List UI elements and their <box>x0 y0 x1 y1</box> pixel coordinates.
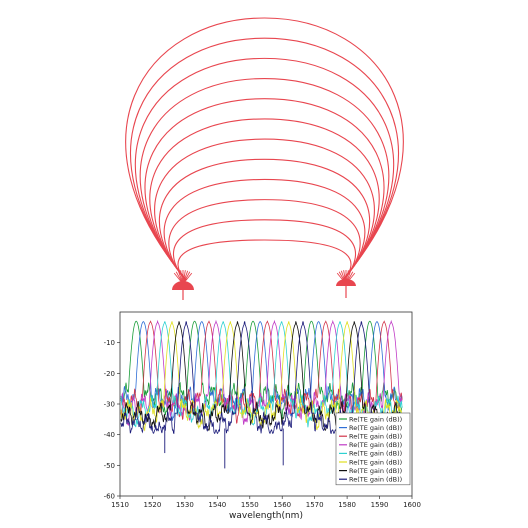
x-tick-label: 1590 <box>371 501 389 509</box>
series-lines <box>120 319 403 469</box>
x-tick-label: 1580 <box>338 501 356 509</box>
x-axis-title: wavelength(nm) <box>229 511 303 521</box>
y-tick-label: -20 <box>104 370 115 378</box>
legend-label: Re(TE gain (dB)) <box>349 476 402 484</box>
ring-arc <box>125 17 404 281</box>
ring-arc <box>177 239 352 281</box>
ring-arc <box>139 77 390 281</box>
ring-arc <box>130 37 399 281</box>
x-tick-label: 1530 <box>176 501 194 509</box>
x-tick-label: 1600 <box>403 501 421 509</box>
series-line-4 <box>120 319 403 427</box>
right-grating-coupler <box>336 270 356 298</box>
legend-label: Re(TE gain (dB)) <box>349 467 402 475</box>
y-tick-label: -10 <box>104 339 115 347</box>
y-tick-label: -60 <box>104 493 115 501</box>
ring-arc <box>168 199 361 281</box>
y-tick-label: -40 <box>104 431 115 439</box>
coupler-pad <box>336 279 356 286</box>
ring-arc <box>158 158 371 281</box>
x-tick-label: 1510 <box>111 501 129 509</box>
x-tick-label: 1540 <box>208 501 226 509</box>
x-tick-label: 1520 <box>144 501 162 509</box>
legend-label: Re(TE gain (dB)) <box>349 424 402 432</box>
left-grating-coupler <box>172 270 194 300</box>
legend-label: Re(TE gain (dB)) <box>349 441 402 449</box>
legend-label: Re(TE gain (dB)) <box>349 450 402 458</box>
ring-arc <box>134 57 395 281</box>
chart-legend: Re(TE gain (dB))Re(TE gain (dB))Re(TE ga… <box>335 412 411 486</box>
coupler-pad <box>172 281 194 290</box>
ring-arcs <box>125 17 404 281</box>
x-tick-label: 1560 <box>273 501 291 509</box>
ring-arc <box>149 118 380 281</box>
legend-label: Re(TE gain (dB)) <box>349 415 402 423</box>
ring-arc <box>144 98 385 281</box>
legend-label: Re(TE gain (dB)) <box>349 458 402 466</box>
chart-axes: 1510 1520 1530 1540 1550 1560 1570 1580 1590 1600… <box>104 311 421 509</box>
x-tick-label: 1570 <box>306 501 324 509</box>
series-line-8 <box>120 321 403 435</box>
legend-label: Re(TE gain (dB)) <box>349 433 402 441</box>
ring-arc <box>154 138 375 281</box>
y-tick-label: -30 <box>104 401 115 409</box>
legend-box <box>335 412 411 486</box>
series-line-7 <box>120 321 403 431</box>
x-tick-label: 1550 <box>241 501 259 509</box>
ring-arc <box>172 219 357 281</box>
series-line-6 <box>120 321 403 432</box>
ring-arc <box>163 178 366 281</box>
y-tick-label: -50 <box>104 462 115 470</box>
